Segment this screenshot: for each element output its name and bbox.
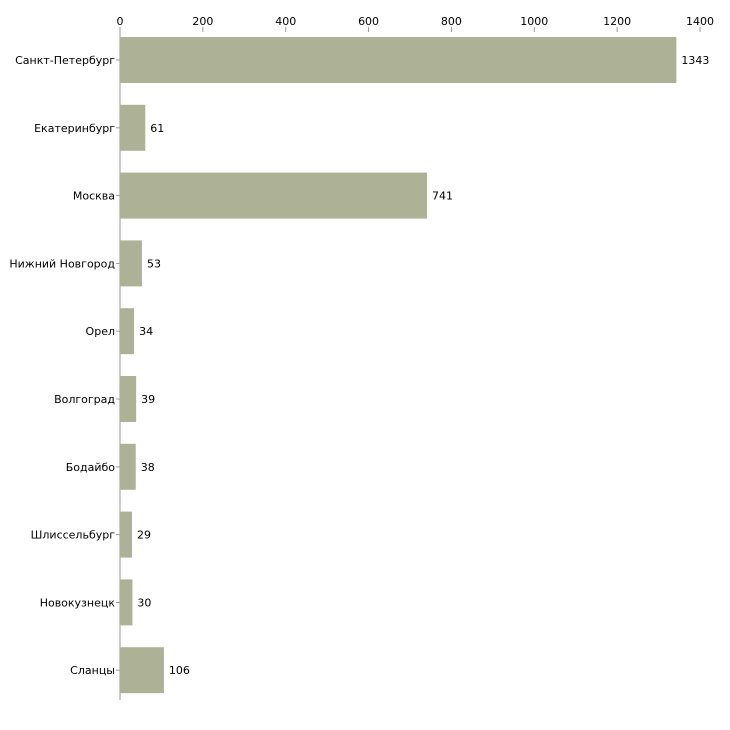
- x-axis: 0 200 400 600 800 1000 1200 1400: [117, 15, 714, 32]
- category-label: Новокузнецк: [40, 596, 116, 609]
- x-tick-label: 0: [117, 15, 124, 28]
- value-label: 34: [139, 325, 153, 338]
- bar: [120, 308, 135, 355]
- bar: [120, 37, 677, 83]
- value-label: 106: [169, 664, 190, 677]
- bars-group: [120, 37, 677, 694]
- bar: [120, 376, 137, 422]
- category-label: Шлиссельбург: [31, 529, 116, 542]
- value-label: 38: [141, 461, 155, 474]
- category-label: Бодайбо: [66, 461, 116, 474]
- x-tick-label: 1000: [520, 15, 548, 28]
- bar: [120, 240, 142, 287]
- value-label: 39: [141, 393, 155, 406]
- x-tick-label: 800: [441, 15, 462, 28]
- bar: [120, 104, 146, 151]
- x-tick-label: 600: [358, 15, 379, 28]
- bar: [120, 647, 164, 694]
- value-label: 61: [150, 122, 164, 135]
- x-tick-label: 1400: [686, 15, 714, 28]
- value-label: 1343: [681, 54, 709, 67]
- value-label: 53: [147, 257, 161, 270]
- bar: [120, 579, 133, 626]
- value-label: 30: [137, 596, 151, 609]
- category-label: Нижний Новгород: [9, 257, 115, 270]
- bar: [120, 511, 133, 558]
- value-labels: 1343 61 741 53 34 39 38 29 30 106: [137, 54, 709, 677]
- bar: [120, 443, 136, 490]
- x-tick-label: 200: [192, 15, 213, 28]
- value-label: 741: [432, 190, 453, 203]
- category-labels: Санкт-Петербург Екатеринбург Москва Нижний …: [9, 54, 120, 677]
- x-tick-label: 1200: [603, 15, 631, 28]
- value-label: 29: [137, 529, 151, 542]
- category-label: Екатеринбург: [34, 122, 115, 135]
- x-tick-label: 400: [275, 15, 296, 28]
- bar: [120, 172, 427, 219]
- category-label: Волгоград: [54, 393, 115, 406]
- category-label: Сланцы: [70, 664, 115, 677]
- category-label: Орел: [86, 325, 115, 338]
- category-label: Москва: [73, 190, 115, 203]
- category-label: Санкт-Петербург: [15, 54, 115, 67]
